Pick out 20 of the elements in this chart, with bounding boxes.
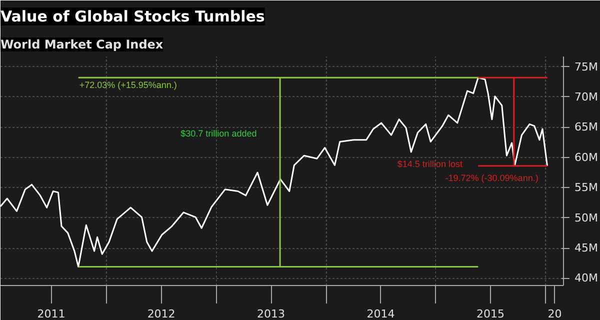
x-tick-label: 2013 xyxy=(257,308,286,320)
annotation: $14.5 trillion lost xyxy=(397,159,463,170)
y-tick-label: 40M xyxy=(574,272,598,285)
x-tick-label: 2011 xyxy=(37,308,66,320)
x-tick-label: 2014 xyxy=(366,308,395,320)
x-tick-label: 20 xyxy=(548,308,562,320)
chart-subtitle: World Market Cap Index xyxy=(0,38,164,52)
annotation: -19.72% (-30.09%ann.) xyxy=(445,172,538,183)
y-tick-label: 60M xyxy=(574,150,598,164)
y-tick-label: 55M xyxy=(574,181,598,194)
y-tick-label: 65M xyxy=(574,120,598,134)
x-tick-label: 2015 xyxy=(476,308,504,320)
x-tick-label: 2012 xyxy=(147,308,176,320)
y-tick-label: 45M xyxy=(574,242,598,255)
y-tick-label: 50M xyxy=(574,211,598,224)
y-tick-label: 70M xyxy=(574,90,598,104)
y-tick-label: 75M xyxy=(574,60,598,74)
annotation: +72.03% (+15.95%ann.) xyxy=(79,80,177,90)
annotation: $30.7 trillion added xyxy=(180,128,257,138)
chart-title: Value of Global Stocks Tumbles xyxy=(0,8,265,26)
